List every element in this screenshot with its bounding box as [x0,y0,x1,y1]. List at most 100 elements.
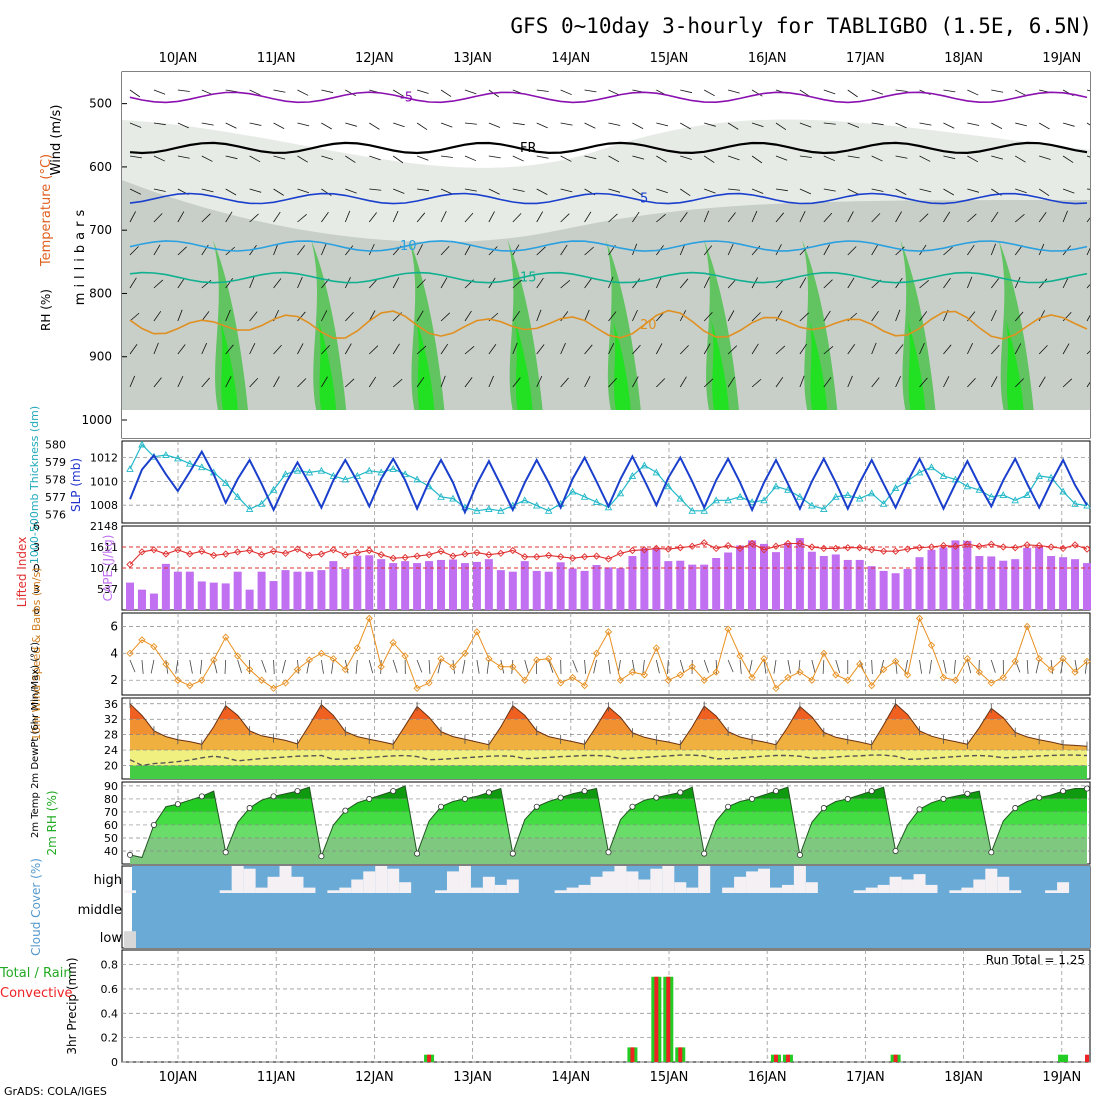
wind-barb [608,311,617,322]
wind-barb [440,375,446,388]
wind-barb [943,188,955,196]
precip-tick-label: 0.2 [101,1032,119,1045]
wind-barb [201,377,210,388]
cape-bar [173,571,182,610]
wind-barb [655,343,663,355]
li-point [234,548,242,556]
cloud-high-bar [375,866,388,893]
wind-barb [680,122,691,130]
wind-barb-10m [1026,659,1029,674]
wind-barb [990,376,998,388]
wind-barb [727,310,735,322]
cloud-high-bar [614,866,627,893]
rh-tick-label: 70 [104,806,118,819]
wind-barb [943,376,950,388]
li-point [461,550,469,558]
wind-barb [297,276,303,289]
cape-bar [508,571,517,610]
cape-bar [161,563,170,610]
wind-tick-label: 4 [110,646,118,660]
rh-plume-core [1005,320,1024,410]
wind-barb-10m [572,659,578,673]
wind-barb [895,375,902,388]
rh-point [198,793,205,800]
wind-speed-point [210,656,218,664]
wind-speed-point [234,652,242,660]
wind-barb-10m [165,659,169,674]
wind-barb [1086,188,1090,190]
rh-plume [409,240,445,410]
wind-barb-10m [763,659,767,674]
cape-bar [1047,556,1056,610]
wind-barb [632,211,640,223]
wind-barb [943,211,951,223]
wind-barb [847,277,855,289]
cape-bar [484,559,493,610]
wind-barb-10m [476,659,480,674]
wind-barb [225,155,238,160]
wind-barb [823,345,834,355]
thickness-point [939,471,948,479]
rh-point [485,789,492,796]
pressure-tick-label: 600 [89,160,112,174]
wind-barb [608,213,618,223]
slp-tick-label: 1012 [90,452,118,465]
cape-bar [831,554,840,610]
rh-point [342,807,349,814]
wind-speed-point [1011,657,1019,666]
wind-speed-point [808,676,816,684]
thickness-point [1059,487,1067,495]
wind-barb [345,378,355,388]
wind-barb [584,309,590,322]
wind-barb [1038,376,1046,388]
wind-barb-10m [486,659,490,674]
wind-barb-10m [281,659,286,674]
wind-barb [153,244,161,256]
wind-speed-point [592,649,601,657]
wind-barb [990,278,1000,289]
legend-convective: Convective [0,986,73,1001]
li-point [915,544,924,552]
thickness-point [855,494,864,502]
wind-barb-10m [929,659,932,674]
cloud-high-bar [124,890,136,893]
li-point [305,551,314,560]
wind-barb [943,122,955,129]
wind-barb [297,89,309,96]
li-point [329,546,337,554]
thickness-point [497,506,505,514]
cloud-high-bar [566,887,579,893]
wind-barb [464,155,477,162]
pressure-tick-label: 1000 [81,413,112,427]
temp-band [130,750,1087,766]
wind-barb [1086,381,1090,388]
cape-bar [951,540,960,610]
cloud-high-bar [303,887,316,893]
wind-barb [632,122,644,129]
wind-barb [655,276,662,289]
wind-barb [488,155,501,159]
wind-barb [201,279,212,289]
thickness-point [257,499,266,507]
wind-barb-10m [141,659,144,674]
wind-barb [129,211,136,223]
ylabel-temperature: Temperature (°C) [39,154,54,267]
thickness-point [604,503,613,511]
thickness-point [748,498,756,506]
wind-barb-10m [798,659,801,674]
thickness-point [891,484,900,492]
wind-barb-10m [990,659,996,673]
wind-barb [177,211,185,223]
wind-barb [608,377,617,388]
wind-barb [321,310,328,322]
wind-barb [201,213,211,223]
wind-barb [273,155,286,160]
wind-barb [703,311,713,322]
rh-point [1012,805,1019,812]
wind-barb [751,89,763,97]
cape-bar [819,556,828,610]
wind-barb [656,122,669,127]
wind-barb [153,310,162,322]
wind-barb [703,245,713,256]
wind-barb [871,188,884,192]
